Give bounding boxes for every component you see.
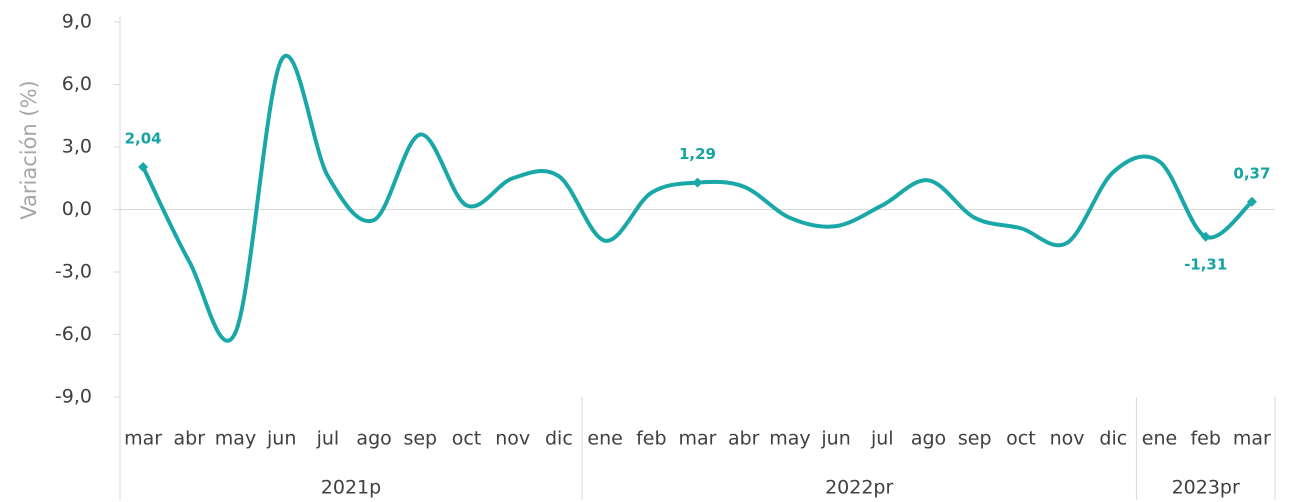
x-tick-label: ago xyxy=(911,428,946,450)
x-tick-label: ago xyxy=(356,428,391,450)
x-tick-label: abr xyxy=(728,428,760,450)
x-tick-label: sep xyxy=(403,428,437,450)
data-label: 0,37 xyxy=(1233,164,1270,182)
x-tick-label: jul xyxy=(316,428,340,450)
x-tick-label: feb xyxy=(1190,428,1220,450)
x-tick-label: mar xyxy=(679,428,717,450)
x-tick-label: may xyxy=(215,428,256,450)
x-tick-label: may xyxy=(769,428,810,450)
x-tick-label: mar xyxy=(124,428,162,450)
x-tick-label: dic xyxy=(1099,428,1127,450)
x-tick-label: feb xyxy=(636,428,666,450)
x-tick-label: jun xyxy=(266,428,296,450)
x-tick-label: oct xyxy=(452,428,482,450)
x-tick-label: ene xyxy=(1142,428,1177,450)
y-tick-label: -9,0 xyxy=(55,386,92,408)
x-tick-label: mar xyxy=(1233,428,1271,450)
y-axis-label: Variación (%) xyxy=(17,80,41,220)
y-tick-label: 0,0 xyxy=(62,198,92,220)
x-tick-label: nov xyxy=(1050,428,1085,450)
marker xyxy=(1246,196,1257,207)
line xyxy=(141,54,1254,343)
y-tick-label: -6,0 xyxy=(55,323,92,345)
x-tick-label: oct xyxy=(1006,428,1036,450)
y-tick-label: 9,0 xyxy=(62,11,92,33)
data-label: 1,29 xyxy=(679,145,716,163)
y-tick-label: 3,0 xyxy=(62,136,92,158)
x-tick-label: jul xyxy=(870,428,894,450)
group-label: 2021p xyxy=(321,477,381,499)
data-label: 2,04 xyxy=(125,130,162,148)
x-tick-label: sep xyxy=(958,428,992,450)
y-tick-label: 6,0 xyxy=(62,73,92,95)
x-tick-label: ene xyxy=(587,428,622,450)
marker xyxy=(1200,231,1211,242)
x-tick-label: jun xyxy=(820,428,850,450)
x-tick-label: nov xyxy=(495,428,530,450)
x-tick-label: dic xyxy=(545,428,573,450)
data-label: -1,31 xyxy=(1184,255,1227,273)
marker xyxy=(138,162,149,172)
x-tick-label: abr xyxy=(174,428,206,450)
marker xyxy=(692,177,703,188)
group-label: 2022pr xyxy=(825,477,893,499)
y-tick-label: -3,0 xyxy=(55,261,92,283)
group-label: 2023pr xyxy=(1172,477,1240,499)
